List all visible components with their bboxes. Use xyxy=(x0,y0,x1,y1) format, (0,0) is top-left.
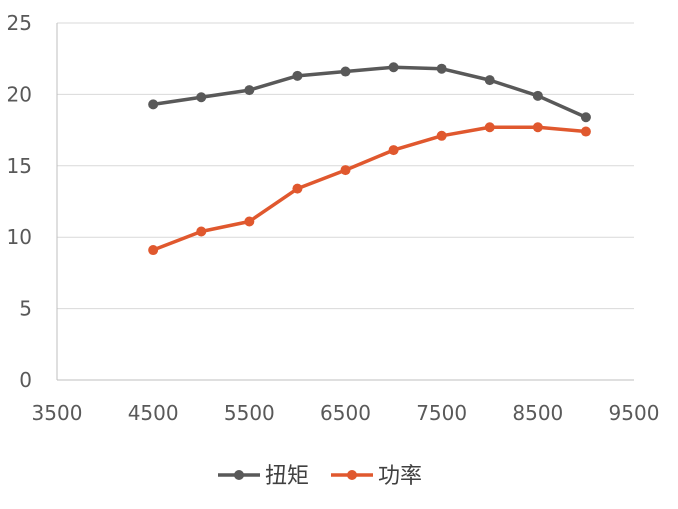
legend-label: 扭矩 xyxy=(265,464,309,489)
data-point xyxy=(436,130,447,141)
legend-item: 扭矩 xyxy=(218,464,309,489)
data-point xyxy=(196,226,207,237)
series-layer xyxy=(148,62,591,256)
y-tick-label: 20 xyxy=(7,82,32,106)
y-tick-label: 10 xyxy=(7,225,32,249)
data-point xyxy=(148,99,159,110)
data-point xyxy=(532,122,543,133)
legend-item: 功率 xyxy=(331,464,422,489)
data-point xyxy=(244,85,255,96)
series-2 xyxy=(148,122,591,256)
data-point xyxy=(196,92,207,103)
x-tick-label: 9500 xyxy=(609,401,660,425)
data-point xyxy=(388,62,399,73)
x-tick-label: 4500 xyxy=(128,401,179,425)
series-line xyxy=(152,125,587,252)
y-tick-label: 5 xyxy=(19,297,32,321)
y-tick-label: 15 xyxy=(7,154,32,178)
legend: 扭矩 功率 xyxy=(218,464,422,489)
series-1 xyxy=(148,62,591,123)
data-point xyxy=(292,183,303,194)
legend-label: 功率 xyxy=(378,464,422,489)
y-tick-label: 25 xyxy=(7,11,32,35)
data-point xyxy=(580,126,591,137)
data-point xyxy=(340,66,351,77)
x-tick-label: 8500 xyxy=(512,401,563,425)
data-point xyxy=(388,145,399,156)
data-point xyxy=(532,90,543,101)
legend-swatch-marker xyxy=(347,470,357,480)
data-point xyxy=(436,63,447,74)
x-tick-label: 6500 xyxy=(320,401,371,425)
y-tick-label: 0 xyxy=(19,368,32,392)
data-point xyxy=(244,216,255,227)
data-point xyxy=(292,70,303,81)
data-point xyxy=(148,245,159,256)
axis-layer: 0 5 10 15 20 25 3500 4500 5500 6500 7500 8500 9500 xyxy=(7,11,660,425)
x-tick-label: 5500 xyxy=(224,401,275,425)
x-tick-label: 7500 xyxy=(416,401,467,425)
data-point xyxy=(484,122,495,133)
data-point xyxy=(580,112,591,123)
data-point xyxy=(484,75,495,86)
x-tick-label: 3500 xyxy=(32,401,83,425)
series-line xyxy=(152,65,587,119)
data-point xyxy=(340,165,351,176)
legend-swatch-marker xyxy=(234,470,244,480)
